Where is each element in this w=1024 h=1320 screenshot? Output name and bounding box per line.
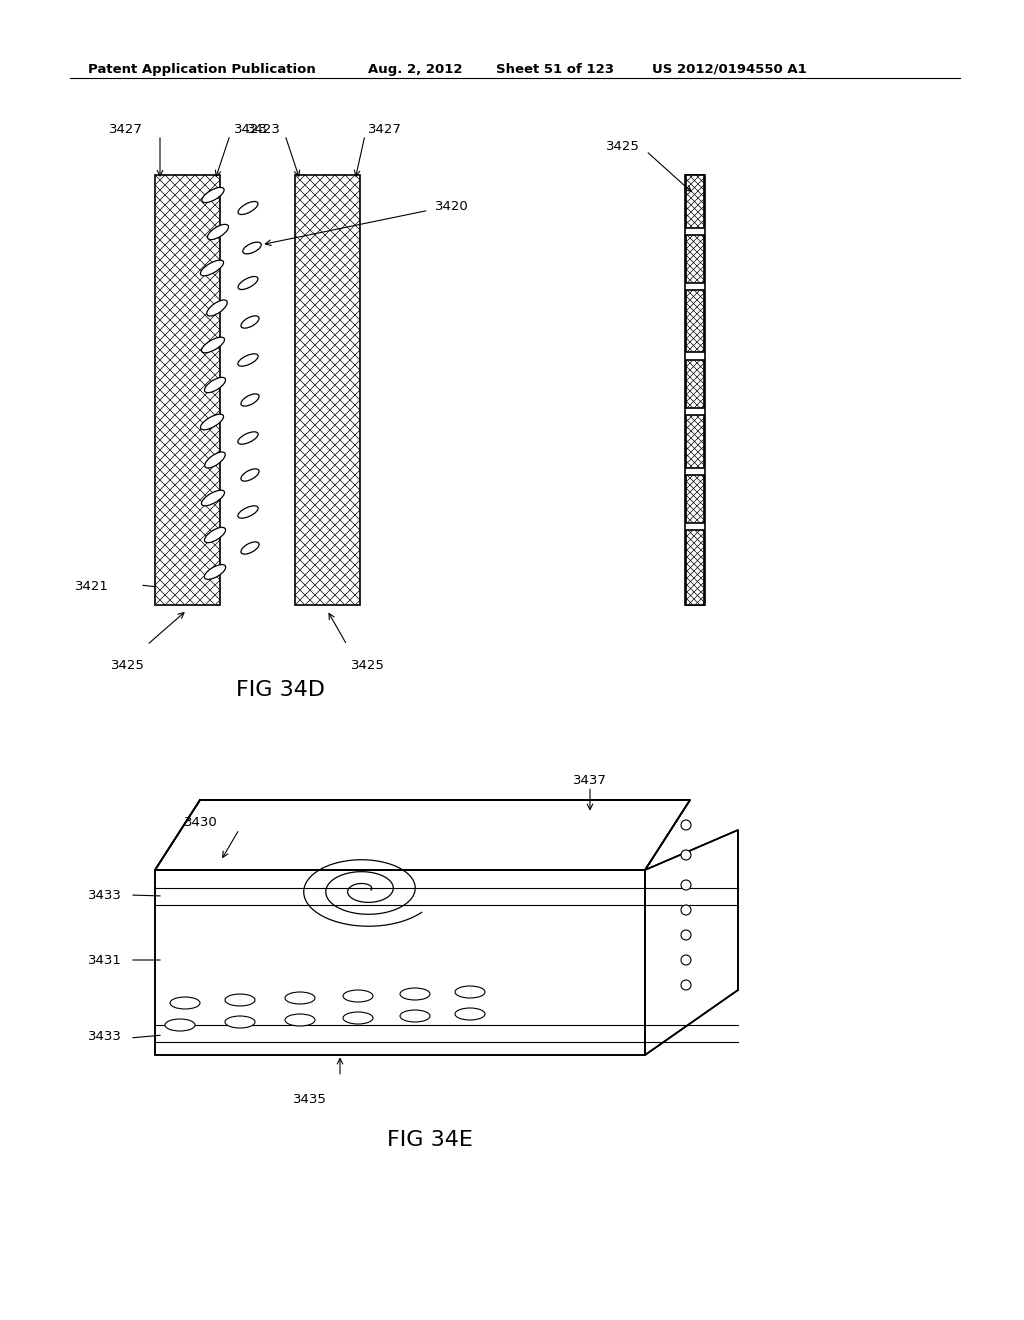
Text: 3431: 3431 (88, 954, 122, 968)
Ellipse shape (207, 300, 227, 315)
Text: 3420: 3420 (435, 201, 469, 213)
Ellipse shape (225, 1016, 255, 1028)
Text: 3430: 3430 (184, 816, 218, 829)
Ellipse shape (238, 354, 258, 366)
Bar (155, 176, 220, 605)
Text: 3423: 3423 (234, 123, 268, 136)
Text: 3427: 3427 (110, 123, 143, 136)
Text: 3423: 3423 (247, 123, 281, 136)
Polygon shape (645, 830, 738, 1055)
Text: 3421: 3421 (75, 579, 109, 593)
Ellipse shape (400, 1010, 430, 1022)
Ellipse shape (241, 315, 259, 329)
Ellipse shape (208, 224, 228, 240)
Text: 3435: 3435 (293, 1093, 327, 1106)
Text: FIG 34D: FIG 34D (236, 680, 325, 700)
Ellipse shape (225, 994, 255, 1006)
Ellipse shape (205, 451, 225, 469)
Text: 3437: 3437 (573, 774, 607, 787)
Polygon shape (155, 870, 645, 1055)
Ellipse shape (681, 850, 691, 861)
Ellipse shape (285, 1014, 315, 1026)
Ellipse shape (681, 906, 691, 915)
Text: 3425: 3425 (112, 659, 145, 672)
Ellipse shape (165, 1019, 195, 1031)
Ellipse shape (681, 979, 691, 990)
Text: 3425: 3425 (606, 140, 640, 153)
Ellipse shape (201, 414, 223, 430)
Bar (686, 176, 705, 228)
Ellipse shape (238, 432, 258, 445)
Text: FIG 34E: FIG 34E (387, 1130, 473, 1150)
Text: Aug. 2, 2012: Aug. 2, 2012 (368, 63, 463, 77)
Ellipse shape (201, 260, 223, 276)
Ellipse shape (681, 880, 691, 890)
Ellipse shape (241, 541, 259, 554)
Ellipse shape (241, 469, 259, 482)
Bar (295, 176, 360, 605)
Ellipse shape (202, 490, 224, 506)
Bar (686, 360, 705, 408)
Ellipse shape (681, 954, 691, 965)
Ellipse shape (170, 997, 200, 1008)
Text: Sheet 51 of 123: Sheet 51 of 123 (496, 63, 614, 77)
Text: 3433: 3433 (88, 1030, 122, 1043)
Ellipse shape (681, 820, 691, 830)
Ellipse shape (238, 202, 258, 215)
Ellipse shape (343, 1012, 373, 1024)
Bar (686, 290, 705, 352)
Text: 3433: 3433 (88, 888, 122, 902)
Bar (686, 414, 705, 469)
Ellipse shape (455, 986, 485, 998)
Ellipse shape (285, 993, 315, 1005)
Bar (685, 176, 705, 605)
Ellipse shape (238, 506, 258, 519)
Ellipse shape (205, 528, 225, 543)
Bar (686, 475, 705, 523)
Ellipse shape (343, 990, 373, 1002)
Bar (686, 235, 705, 282)
Bar (686, 531, 705, 605)
Ellipse shape (400, 987, 430, 1001)
Text: US 2012/0194550 A1: US 2012/0194550 A1 (652, 63, 807, 77)
Ellipse shape (455, 1008, 485, 1020)
Ellipse shape (202, 187, 224, 202)
Ellipse shape (243, 242, 261, 253)
Ellipse shape (205, 378, 225, 392)
Text: 3425: 3425 (351, 659, 385, 672)
Text: 3427: 3427 (368, 123, 401, 136)
Ellipse shape (681, 931, 691, 940)
Polygon shape (155, 800, 690, 870)
Ellipse shape (205, 565, 225, 579)
Ellipse shape (202, 337, 224, 352)
Ellipse shape (238, 276, 258, 289)
Ellipse shape (241, 393, 259, 407)
Text: Patent Application Publication: Patent Application Publication (88, 63, 315, 77)
